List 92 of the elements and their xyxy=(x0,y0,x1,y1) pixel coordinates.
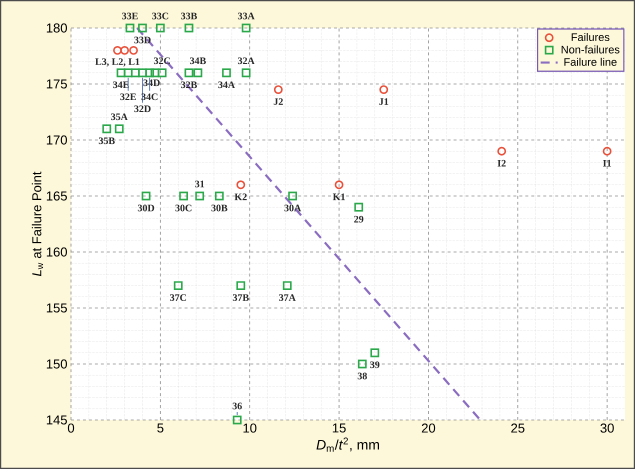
point xyxy=(334,180,344,190)
annotation: L3, L2, L1 xyxy=(95,58,140,66)
annotation: 38 xyxy=(358,372,367,380)
annotation: 33D xyxy=(134,36,151,44)
annotation: 33A xyxy=(238,12,255,20)
annotation: 30A xyxy=(284,204,302,212)
point xyxy=(116,68,126,78)
annotation: 35B xyxy=(98,137,115,144)
annotation: 33C xyxy=(152,12,168,20)
annotation: 32C xyxy=(154,57,170,64)
point xyxy=(195,192,204,200)
point xyxy=(274,85,283,94)
point xyxy=(179,192,188,200)
annotation: 32E xyxy=(120,93,136,100)
annotation: 32D xyxy=(134,105,151,112)
point xyxy=(113,46,122,55)
point xyxy=(138,68,147,78)
point xyxy=(370,348,380,358)
point xyxy=(124,68,133,78)
x-tick-label: 10 xyxy=(243,424,256,433)
x-tick-label: 20 xyxy=(422,424,436,433)
y-axis-title: L$_{w}$ at Failure Point xyxy=(32,172,44,276)
annotation: 36 xyxy=(232,402,242,410)
y-tick-label: 170 xyxy=(46,135,67,145)
legend-label: Non-failures xyxy=(562,45,620,54)
point xyxy=(142,192,150,200)
annotation: 37B xyxy=(232,294,249,301)
annotation: 32A xyxy=(238,57,255,64)
point xyxy=(138,24,147,32)
point xyxy=(288,192,298,200)
annotation: 33B xyxy=(181,12,197,20)
point xyxy=(497,146,506,156)
point xyxy=(184,68,194,78)
annotation: I2 xyxy=(498,160,506,166)
annotation: 32B xyxy=(181,81,197,88)
point xyxy=(130,68,140,78)
point xyxy=(150,68,160,78)
point xyxy=(354,202,364,212)
annotation: 34A xyxy=(218,81,235,88)
annotation: 30C xyxy=(175,204,192,212)
annotation: 37A xyxy=(279,294,296,301)
annotation: 33E xyxy=(122,12,138,20)
y-tick-label: 180 xyxy=(46,23,67,33)
point xyxy=(156,24,165,32)
point xyxy=(129,46,138,55)
point xyxy=(232,416,242,424)
y-tick-label: 150 xyxy=(46,359,67,369)
point xyxy=(602,146,612,156)
point xyxy=(236,281,246,290)
point xyxy=(120,46,130,55)
x-tick-label: 15 xyxy=(332,424,346,433)
y-tick-label: 160 xyxy=(46,247,67,257)
point xyxy=(126,24,134,32)
legend-label: Failures xyxy=(572,32,610,42)
point xyxy=(242,68,251,78)
point xyxy=(236,180,246,190)
point xyxy=(174,281,183,290)
point xyxy=(114,124,124,134)
annotation: 35A xyxy=(111,113,128,120)
annotation: J1 xyxy=(379,98,388,105)
point xyxy=(282,281,292,290)
point xyxy=(145,68,154,78)
annotation: 39 xyxy=(370,361,380,368)
annotation: 29 xyxy=(354,216,364,223)
x-axis-title: D$_{m}$/t$^{2}$, mm xyxy=(316,438,380,452)
x-tick-label: 30 xyxy=(600,424,614,433)
annotation: 30B xyxy=(211,204,228,212)
annotation: J2 xyxy=(274,98,283,105)
annotation: 34B xyxy=(190,57,206,64)
annotation: 31 xyxy=(195,180,204,188)
point xyxy=(102,124,112,134)
annotation: 37C xyxy=(170,294,186,301)
legend-label: Failure line xyxy=(564,58,617,66)
point xyxy=(379,85,388,94)
y-tick-label: 165 xyxy=(46,191,67,201)
point xyxy=(214,192,224,200)
y-tick-label: 155 xyxy=(46,303,67,313)
point xyxy=(358,360,367,368)
annotation: K1 xyxy=(332,194,345,200)
x-tick-label: 25 xyxy=(511,424,524,433)
x-tick-label: 5 xyxy=(157,424,164,433)
annotation: I1 xyxy=(603,160,612,166)
y-tick-label: 175 xyxy=(46,79,67,89)
point xyxy=(222,68,231,78)
point xyxy=(184,24,194,32)
point xyxy=(193,68,202,78)
annotation: K2 xyxy=(234,194,247,200)
point xyxy=(242,24,251,32)
x-tick-label: 0 xyxy=(68,424,74,433)
annotation: 30D xyxy=(138,204,154,212)
point xyxy=(158,68,167,78)
y-tick-label: 145 xyxy=(46,415,67,425)
